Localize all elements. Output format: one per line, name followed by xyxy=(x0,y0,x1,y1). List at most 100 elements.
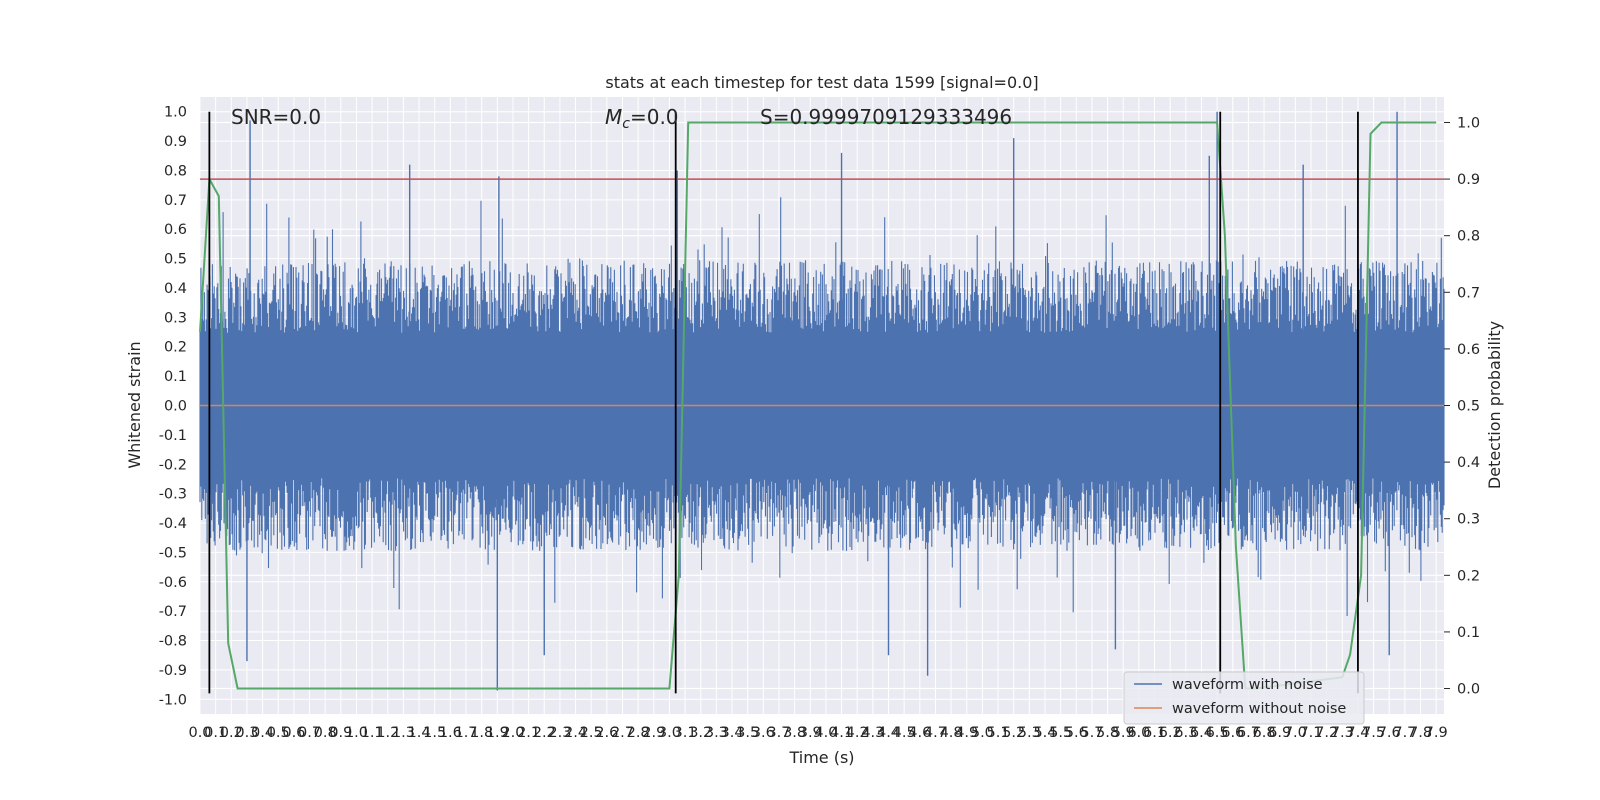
x-tick-label: 4.1 xyxy=(830,725,853,741)
chart-title: stats at each timestep for test data 159… xyxy=(605,73,1038,92)
y2-tick-label: 0.1 xyxy=(1457,625,1480,641)
x-tick-label: 6.3 xyxy=(1174,725,1197,741)
x-tick-label: 1.5 xyxy=(423,725,446,741)
y-tick-label: -0.7 xyxy=(159,604,187,620)
y2-tick-label: 0.5 xyxy=(1457,399,1480,415)
y-tick-label: 0.1 xyxy=(164,369,187,385)
y-tick-label: -0.3 xyxy=(159,487,187,503)
y-tick-label: 0.8 xyxy=(164,163,187,179)
x-tick-label: 5.8 xyxy=(1096,725,1119,741)
x-tick-label: 5.2 xyxy=(1002,725,1025,741)
x-tick-label: 0.2 xyxy=(220,725,243,741)
x-tick-label: 2.8 xyxy=(627,725,650,741)
x-tick-label: 4.9 xyxy=(955,725,978,741)
series-lines xyxy=(199,111,1444,694)
x-tick-label: 6.5 xyxy=(1206,725,1229,741)
x-tick-label: 7.5 xyxy=(1362,725,1385,741)
x-tick-label: 0.6 xyxy=(282,725,305,741)
x-tick-label: 1.2 xyxy=(376,725,399,741)
y2-tick-label: 0.8 xyxy=(1457,229,1480,245)
x-tick-label: 5.6 xyxy=(1065,725,1088,741)
x-tick-label: 7.9 xyxy=(1425,725,1448,741)
x-tick-label: 4.8 xyxy=(940,725,963,741)
y-tick-label: -1.0 xyxy=(159,692,187,708)
x-tick-label: 4.5 xyxy=(893,725,916,741)
mc-subscript: c xyxy=(622,116,630,132)
x-tick-label: 3.3 xyxy=(705,725,728,741)
x-tick-label: 6.7 xyxy=(1237,725,1260,741)
y-tick-label: 0.2 xyxy=(164,340,187,356)
x-tick-label: 3.2 xyxy=(689,725,712,741)
y-tick-label: -0.2 xyxy=(159,457,187,473)
x-tick-label: 6.6 xyxy=(1221,725,1244,741)
y2-tick-label: 0.6 xyxy=(1457,342,1480,358)
x-tick-label: 6.2 xyxy=(1159,725,1182,741)
x-tick-label: 3.4 xyxy=(720,725,743,741)
y-tick-label: 0.4 xyxy=(164,281,187,297)
x-tick-label: 6.1 xyxy=(1143,725,1166,741)
x-tick-label: 6.9 xyxy=(1268,725,1291,741)
legend-box xyxy=(1123,671,1365,725)
x-tick-label: 1.1 xyxy=(361,725,384,741)
x-tick-label: 2.1 xyxy=(517,725,540,741)
y-tick-label: -0.9 xyxy=(159,663,187,679)
y2-axis-ticks: 1.0 0.9 0.8 0.7 0.6 0.5 0.4 0.3 0.2 0.1 0.0 xyxy=(1444,115,1480,698)
y-tick-label: -0.6 xyxy=(159,575,187,591)
x-tick-label: 7.4 xyxy=(1346,725,1369,741)
x-tick-label: 0.4 xyxy=(251,725,274,741)
x-tick-label: 4.7 xyxy=(924,725,947,741)
y-tick-label: 0.6 xyxy=(164,222,187,238)
x-tick-label: 7.1 xyxy=(1299,725,1322,741)
x-tick-label: 2.5 xyxy=(580,725,603,741)
snr-annotation: SNR=0.0 xyxy=(231,105,321,129)
x-tick-label: 4.4 xyxy=(877,725,900,741)
x-tick-label: 1.6 xyxy=(439,725,462,741)
y-tick-label: -0.5 xyxy=(159,545,187,561)
x-tick-label: 0.5 xyxy=(267,725,290,741)
x-tick-label: 5.5 xyxy=(1049,725,1072,741)
x-tick-label: 4.3 xyxy=(861,725,884,741)
x-tick-label: 5.1 xyxy=(987,725,1010,741)
y-tick-label: 0.3 xyxy=(164,310,187,326)
x-tick-label: 6.4 xyxy=(1190,725,1213,741)
x-tick-label: 0.7 xyxy=(298,725,321,741)
noise-envelope xyxy=(199,197,1445,616)
x-tick-label: 0.3 xyxy=(235,725,258,741)
y2-tick-label: 0.4 xyxy=(1457,455,1480,471)
x-tick-label: 1.3 xyxy=(392,725,415,741)
x-tick-label: 5.9 xyxy=(1112,725,1135,741)
x-tick-label: 1.4 xyxy=(408,725,431,741)
y2-tick-label: 0.2 xyxy=(1457,568,1480,584)
x-tick-label: 7.0 xyxy=(1284,725,1307,741)
x-tick-label: 0.1 xyxy=(204,725,227,741)
y-tick-label: 0.0 xyxy=(164,399,187,415)
x-tick-label: 2.7 xyxy=(611,725,634,741)
x-tick-label: 0.8 xyxy=(314,725,337,741)
y-tick-label: 0.5 xyxy=(164,252,187,268)
x-tick-label: 7.2 xyxy=(1315,725,1338,741)
legend: waveform with noise waveform without noi… xyxy=(1123,671,1365,725)
x-tick-label: 0.0 xyxy=(188,725,211,741)
legend-label-noise: waveform with noise xyxy=(1172,677,1323,693)
legend-label-clean: waveform without noise xyxy=(1172,701,1346,717)
y-tick-label: 0.7 xyxy=(164,193,187,209)
x-tick-label: 3.5 xyxy=(736,725,759,741)
y-axis-label: Whitened strain xyxy=(125,341,144,468)
mc-annotation: Mc=0.0 xyxy=(605,105,679,132)
y2-axis-label: Detection probability xyxy=(1485,321,1504,489)
x-tick-label: 4.2 xyxy=(846,725,869,741)
y-tick-label: -0.4 xyxy=(159,516,187,532)
x-tick-label: 3.7 xyxy=(767,725,790,741)
x-tick-label: 2.2 xyxy=(533,725,556,741)
y2-tick-label: 0.9 xyxy=(1457,172,1480,188)
y-tick-label: 1.0 xyxy=(164,105,187,121)
detection-probability-line xyxy=(199,121,1437,690)
x-tick-label: 5.0 xyxy=(971,725,994,741)
y2-tick-label: 0.7 xyxy=(1457,285,1480,301)
x-tick-label: 1.9 xyxy=(486,725,509,741)
x-axis-label: Time (s) xyxy=(788,748,854,767)
x-tick-label: 7.6 xyxy=(1378,725,1401,741)
mc-symbol: M xyxy=(605,105,622,129)
x-tick-label: 3.6 xyxy=(752,725,775,741)
